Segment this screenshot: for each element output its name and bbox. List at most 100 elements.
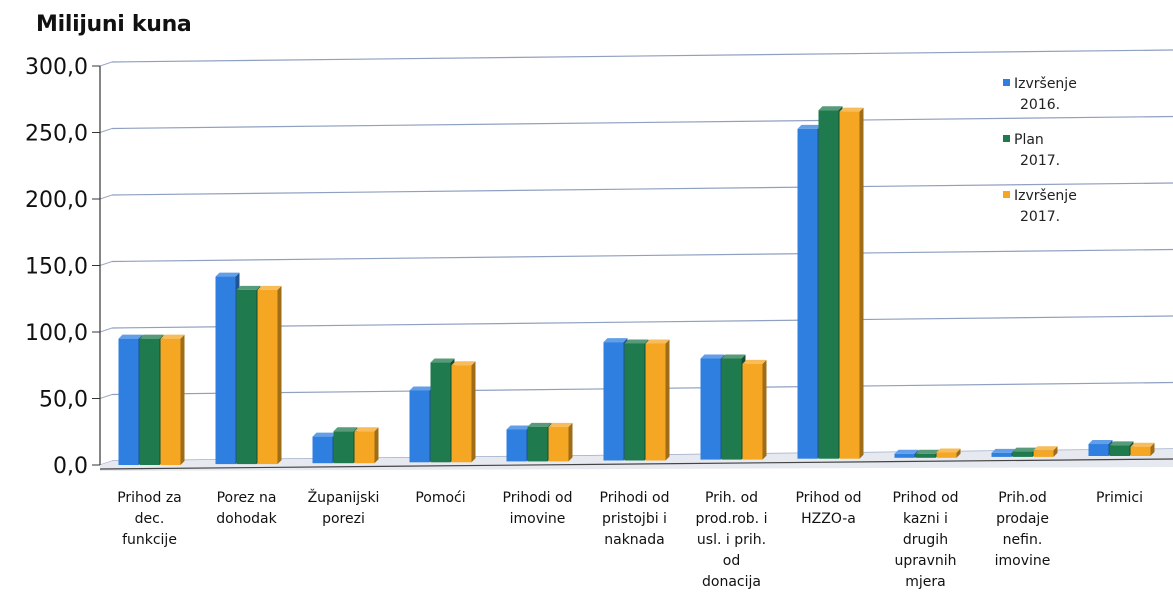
bar bbox=[118, 338, 139, 465]
y-tick-label: 100,0 bbox=[25, 321, 88, 346]
bar bbox=[1033, 450, 1054, 457]
y-tick-label: 200,0 bbox=[25, 188, 88, 213]
x-tick-label: Pomoći bbox=[415, 490, 465, 506]
x-tick-label-line: dec. bbox=[135, 511, 165, 527]
x-tick-label-line: upravnih bbox=[894, 553, 956, 569]
x-tick-label-line: porezi bbox=[322, 511, 365, 527]
x-tick-label-line: Prihodi od bbox=[503, 490, 573, 506]
bar bbox=[645, 343, 666, 461]
x-tick-label-line: imovine bbox=[995, 553, 1051, 569]
bar bbox=[1088, 444, 1109, 456]
x-tick-label: Prih. od prod.rob. i usl. i prih. od donacij… bbox=[696, 490, 768, 590]
bar bbox=[236, 289, 257, 465]
bar bbox=[354, 431, 375, 464]
gridline bbox=[111, 315, 1173, 329]
x-tick-label-line: Prihod od bbox=[795, 490, 861, 506]
x-tick-label-line: imovine bbox=[510, 511, 566, 527]
bar-side bbox=[374, 427, 379, 464]
x-tick-label-line: prodaje bbox=[996, 511, 1049, 527]
bar bbox=[312, 436, 333, 464]
x-tick-label-line: Županijski bbox=[308, 488, 380, 506]
bar-side bbox=[180, 334, 185, 465]
x-tick-label-line: Prih.od bbox=[998, 490, 1047, 506]
gridline-depth bbox=[99, 261, 113, 266]
bar bbox=[936, 452, 957, 458]
bars-layer bbox=[118, 106, 1155, 465]
x-tick-label-line: mjera bbox=[905, 574, 945, 590]
bar bbox=[915, 453, 936, 458]
x-tick-label: Prihod od kazni i drugih upravnih mjera bbox=[892, 490, 958, 590]
bar-top bbox=[160, 334, 185, 339]
x-tick-label-line: Porez na bbox=[217, 490, 277, 506]
x-tick-label: Prih.od prodaje nefin. imovine bbox=[995, 490, 1051, 569]
x-tick-label-line: kazni i bbox=[903, 511, 948, 527]
x-tick-label-line: od bbox=[723, 553, 740, 569]
legend-entry: 2017. bbox=[1020, 153, 1060, 169]
legend: Izvršenje 2016. Plan 2017. Izvršenje 2017. bbox=[1003, 76, 1077, 225]
x-tick-label-line: Prihod od bbox=[892, 490, 958, 506]
bar-top bbox=[215, 272, 240, 277]
legend-swatch bbox=[1003, 191, 1010, 198]
bar-top bbox=[721, 354, 746, 359]
bar bbox=[548, 426, 569, 462]
bar bbox=[700, 358, 721, 460]
legend-entry: Plan bbox=[1014, 132, 1044, 148]
x-tick-label-line: donacija bbox=[702, 574, 761, 590]
bar bbox=[603, 342, 624, 461]
legend-swatch bbox=[1003, 135, 1010, 142]
bar bbox=[721, 358, 742, 460]
bar-top bbox=[451, 361, 476, 366]
bar-side bbox=[956, 448, 961, 458]
bar bbox=[1012, 451, 1033, 457]
x-tick-label-line: drugih bbox=[903, 532, 948, 548]
bar-side bbox=[665, 339, 670, 461]
y-tick-label: 250,0 bbox=[25, 122, 88, 147]
y-tick-label: 0,0 bbox=[53, 454, 88, 479]
bar bbox=[215, 276, 236, 465]
x-tick-label-line: Pomoći bbox=[415, 490, 465, 506]
x-tick-label-line: Primici bbox=[1096, 490, 1143, 506]
x-tick-label-line: dohodak bbox=[216, 511, 277, 527]
bar bbox=[1109, 445, 1130, 456]
bar-side bbox=[859, 107, 864, 459]
bar-top bbox=[603, 338, 628, 343]
gridline bbox=[111, 248, 1173, 263]
gridline bbox=[111, 115, 1173, 130]
x-tick-label: Primici bbox=[1096, 490, 1143, 506]
bar-side bbox=[1150, 442, 1155, 456]
gridline bbox=[111, 49, 1173, 63]
x-tick-label: Porez na dohodak bbox=[216, 490, 277, 527]
bar-top bbox=[742, 359, 767, 364]
gridline-depth bbox=[99, 327, 113, 333]
bar bbox=[139, 338, 160, 465]
bar-top bbox=[506, 425, 531, 430]
bar-top bbox=[991, 448, 1016, 453]
labels-layer: 0,0 50,0 100,0 150,0 200,0 250,0 300,0 Prihod z… bbox=[25, 55, 1143, 590]
x-tick-label: Prihodi od imovine bbox=[503, 490, 573, 527]
bar bbox=[1130, 446, 1151, 456]
x-tick-label-line: funkcije bbox=[122, 532, 177, 548]
x-tick-label: Prihodi od pristojbi i naknada bbox=[600, 490, 670, 548]
bar-top bbox=[1088, 440, 1113, 445]
x-axis bbox=[99, 458, 1173, 470]
bar-side bbox=[762, 359, 767, 460]
bar bbox=[624, 343, 645, 461]
bar-top bbox=[527, 422, 552, 427]
bar bbox=[991, 452, 1012, 457]
bar-top bbox=[139, 334, 164, 339]
gridline bbox=[111, 182, 1173, 196]
bar bbox=[506, 429, 527, 462]
bar-top bbox=[1109, 441, 1134, 446]
bar-top bbox=[312, 432, 337, 437]
bar-top bbox=[839, 107, 864, 112]
bar-side bbox=[471, 361, 476, 463]
bar-top bbox=[333, 427, 358, 432]
chart-title: Milijuni kuna bbox=[36, 12, 192, 37]
bar-top bbox=[548, 422, 573, 427]
bar bbox=[797, 128, 818, 459]
legend-swatch bbox=[1003, 79, 1010, 86]
legend-entry: Izvršenje bbox=[1014, 76, 1077, 92]
gridline-depth bbox=[99, 128, 113, 133]
legend-entry: 2016. bbox=[1020, 97, 1060, 113]
